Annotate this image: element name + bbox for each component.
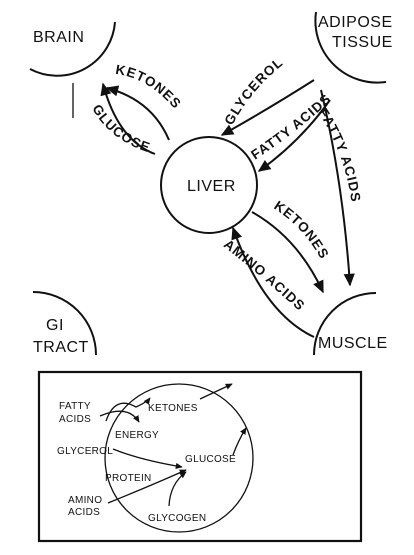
amino-acids-to-liver-arrow <box>231 226 315 338</box>
muscle-outline <box>313 292 377 356</box>
inset-glycerol-to-glucose-arrow <box>112 448 183 470</box>
muscle-label: MUSCLE <box>318 335 388 352</box>
inset-fatty-label-1: FATTY <box>59 401 91 412</box>
inset-energy-label: ENERGY <box>115 430 159 441</box>
inset-protein-label: PROTEIN <box>105 473 152 484</box>
inset-amino-label-2: ACIDS <box>68 507 100 518</box>
ketones-to-brain-label: KETONES <box>115 62 185 112</box>
adipose-label-1: ADIPOSE <box>318 14 393 31</box>
liver-label: LIVER <box>187 178 236 195</box>
glucose-to-brain-label: GLUCOSE <box>89 102 152 156</box>
gi-tract-outline <box>32 291 97 356</box>
adipose-outline <box>314 11 387 84</box>
inset-ketones-out-arrow <box>199 383 233 400</box>
inset-fatty-label-2: ACIDS <box>59 414 91 425</box>
brain-outline <box>29 21 116 77</box>
fatty-acids-to-liver-label: FATTY ACIDS <box>248 91 334 163</box>
ketones-to-brain-arrow <box>105 85 170 141</box>
ketones-to-muscle-text: KETONES <box>271 198 331 262</box>
inset-frame <box>37 370 363 543</box>
fatty-acids-to-liver-arrow <box>257 99 331 172</box>
ketones-to-muscle-label: KETONES <box>271 198 332 262</box>
ketones-to-brain-text: KETONES <box>115 62 184 112</box>
gi-label-2: TRACT <box>33 339 89 356</box>
ketones-to-muscle-arrow <box>251 211 324 294</box>
inset-glycogen-label: GLYCOGEN <box>148 513 206 524</box>
fatty-acids-to-muscle-arrow <box>320 89 355 287</box>
adipose-label-2: TISSUE <box>332 34 393 51</box>
inset-to-ketones-arrow <box>105 397 151 422</box>
inset-glucose-label: GLUCOSE <box>185 454 236 465</box>
inset-fatty-to-energy-arrow <box>99 410 140 423</box>
glycerol-to-liver-arrow <box>220 79 315 136</box>
inset-amino-to-glucose-arrow <box>107 469 187 504</box>
gi-label-1: GI <box>46 317 64 334</box>
inset-glucose-out-arrow <box>232 427 247 456</box>
fatty-acids-to-liver-text: FATTY ACIDS <box>248 91 333 163</box>
glucose-to-brain-arrow <box>100 82 156 155</box>
inset-ketones-label: KETONES <box>148 403 198 414</box>
inset-amino-label-1: AMINO <box>68 495 102 506</box>
liver-outline <box>160 136 258 234</box>
inset-glycogen-to-glucose-arrow <box>168 471 187 507</box>
inset-glycerol-label: GLYCEROL <box>57 446 113 457</box>
glucose-to-brain-text: GLUCOSE <box>89 102 151 156</box>
brain-label: BRAIN <box>33 29 84 46</box>
inset-liver-circle <box>104 383 254 533</box>
